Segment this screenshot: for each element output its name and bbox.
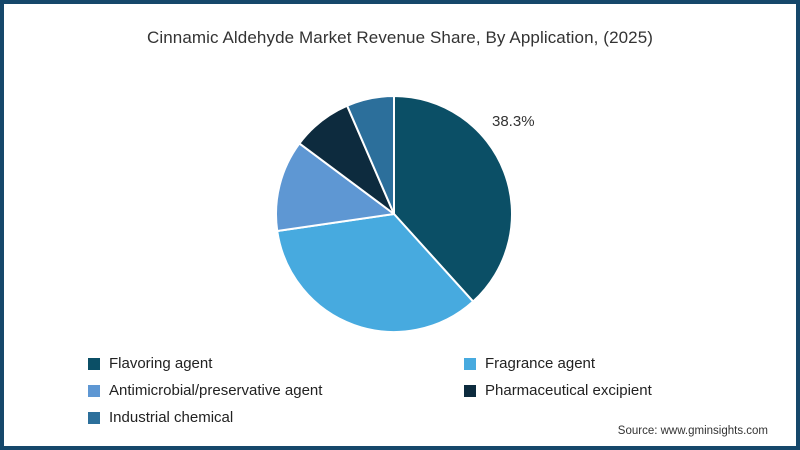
legend-swatch-icon: [464, 384, 476, 397]
pie-slice-industrial-chemical: [346, 95, 395, 215]
pie-chart-svg: [275, 95, 513, 333]
pie-chart: [264, 84, 524, 344]
legend-label: Antimicrobial/preservative agent: [109, 382, 323, 399]
legend-label: Fragrance agent: [485, 355, 596, 372]
legend-label: Flavoring agent: [109, 355, 213, 372]
legend-swatch-icon: [88, 357, 100, 370]
pie-slice-fragrance-agent: [276, 213, 475, 333]
legend-item-antimicrobial-preservative-agent: Antimicrobial/preservative agent: [88, 382, 464, 399]
chart-legend: Flavoring agent Fragrance agent Antimicrob…: [88, 355, 778, 426]
legend-label: Pharmaceutical excipient: [485, 382, 652, 399]
legend-item-flavoring-agent: Flavoring agent: [88, 355, 464, 372]
pie-slice-antimicrobial-preservative-agent: [275, 142, 395, 232]
legend-item-pharmaceutical-excipient: Pharmaceutical excipient: [464, 382, 778, 399]
legend-swatch-icon: [88, 411, 100, 424]
source-note: Source: www.gminsights.com: [617, 425, 768, 437]
chart-title: Cinnamic Aldehyde Market Revenue Share, …: [146, 28, 654, 47]
pie-slice-flavoring-agent: [393, 95, 513, 303]
legend-label: Industrial chemical: [109, 409, 234, 426]
pie-value-label: 38.3%: [492, 113, 535, 130]
legend-swatch-icon: [464, 357, 476, 370]
legend-item-industrial-chemical: Industrial chemical: [88, 409, 464, 426]
legend-swatch-icon: [88, 384, 100, 397]
legend-item-fragrance-agent: Fragrance agent: [464, 355, 778, 372]
